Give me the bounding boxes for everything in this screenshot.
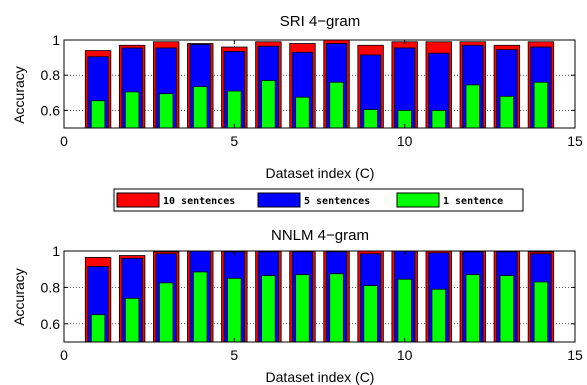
plot-area: 0 5 10 15 0.6 0.8 1 (41, 243, 583, 363)
chart-panel-sri: SRI 4−gram Dataset index (C) Accuracy 0 5… (11, 13, 583, 181)
bar-1-sentence-14 (533, 281, 549, 343)
bar-1-sentence-7 (295, 274, 310, 343)
bar-1-sentence-6 (261, 275, 276, 343)
bar-1-sentence-13 (499, 275, 515, 343)
bar-1-sentence-13 (499, 95, 515, 129)
bar-1-sentence-2 (124, 297, 140, 343)
bar-1-sentence-12 (465, 84, 481, 129)
bar-1-sentence-3 (158, 282, 174, 343)
bar-1-sentence-11 (431, 110, 446, 129)
legend-swatch-5-sentences (257, 192, 301, 208)
bar-1-sentence-2 (124, 91, 140, 129)
chart-panel-nnlm: NNLM 4−gram Dataset index (C) Accuracy 0… (11, 227, 583, 385)
axes-frame (63, 250, 576, 343)
bar-1-sentence-12 (465, 274, 481, 343)
bar-1-sentence-6 (261, 80, 276, 129)
bar-1-sentence-5 (227, 277, 242, 343)
bar-1-sentence-7 (295, 96, 310, 129)
y-tick-label: 0.8 (41, 279, 61, 295)
x-axis-label: Dataset index (C) (266, 369, 375, 385)
x-tick-label: 15 (567, 133, 583, 149)
bar-1-sentence-1 (90, 100, 106, 129)
x-tick-label: 10 (397, 133, 413, 149)
x-tick-label: 0 (60, 347, 68, 363)
bar-1-sentence-1 (90, 314, 106, 343)
bar-1-sentence-9 (363, 285, 378, 343)
bar-1-sentence-4 (193, 86, 208, 129)
x-tick-label: 0 (60, 133, 68, 149)
bar-1-sentence-11 (431, 288, 446, 343)
y-tick-label: 0.6 (41, 102, 61, 118)
y-tick-label: 0.8 (41, 67, 61, 83)
bar-1-sentence-8 (329, 273, 344, 343)
bar-1-sentence-3 (158, 93, 174, 129)
bar-1-sentence-10 (397, 278, 412, 343)
legend-label-1-sentence: 1 sentence (443, 196, 503, 207)
bar-1-sentence-14 (533, 81, 549, 129)
legend-label-10-sentences: 10 sentences (163, 196, 235, 207)
legend-swatch-1-sentence (396, 192, 440, 208)
bar-1-sentence-8 (329, 81, 344, 129)
y-tick-label: 1 (52, 32, 60, 48)
plot-area: 0 5 10 15 0.6 0.8 1 (41, 32, 583, 149)
bar-1-sentence-5 (227, 90, 242, 129)
bar-1-sentence-9 (363, 109, 378, 129)
x-tick-label: 5 (230, 347, 238, 363)
y-tick-label: 0.6 (41, 316, 61, 332)
chart-title: SRI 4−gram (280, 13, 360, 30)
legend-swatch-10-sentences (116, 192, 160, 208)
y-axis-label: Accuracy (11, 268, 27, 326)
x-tick-label: 15 (567, 347, 583, 363)
bar-1-sentence-4 (193, 271, 208, 343)
x-axis-label: Dataset index (C) (266, 165, 375, 181)
axes-frame (63, 39, 576, 129)
y-tick-label: 1 (52, 243, 60, 259)
chart-title: NNLM 4−gram (271, 227, 369, 244)
legend-label-5-sentences: 5 sentences (304, 196, 370, 207)
legend: 10 sentences 5 sentences 1 sentence (113, 188, 524, 212)
x-tick-label: 5 (230, 133, 238, 149)
y-axis-label: Accuracy (11, 66, 27, 124)
x-tick-label: 10 (397, 347, 413, 363)
